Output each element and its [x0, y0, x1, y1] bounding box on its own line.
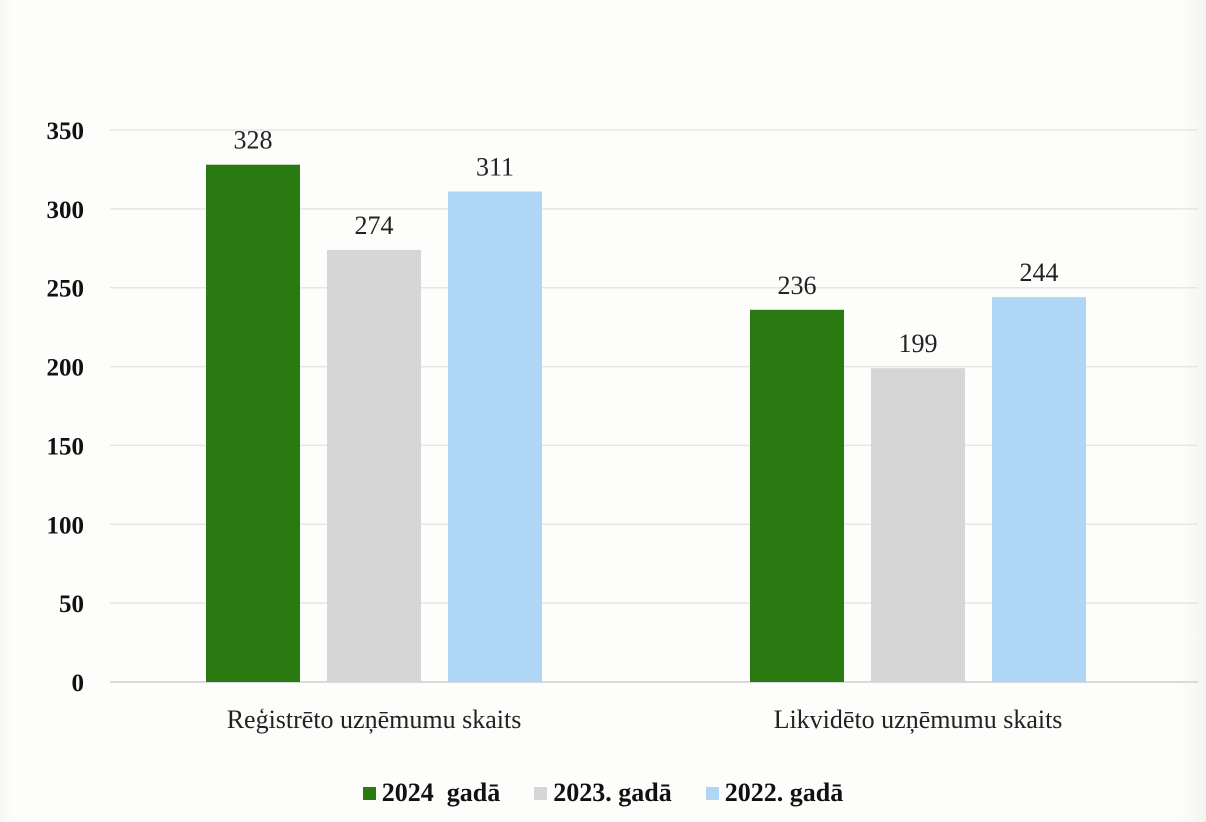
legend-item: 2023. gadā — [534, 778, 672, 808]
y-tick-label: 350 — [47, 118, 85, 145]
y-tick-label: 200 — [47, 355, 85, 382]
data-label: 328 — [234, 126, 273, 155]
legend-swatch — [362, 786, 376, 800]
bar — [750, 309, 844, 682]
data-label: 311 — [476, 153, 514, 182]
legend-item: 2022. gadā — [705, 778, 844, 808]
data-labels: 328 274 311 236 199 244 — [234, 126, 1059, 358]
bar — [206, 164, 300, 682]
bar — [871, 368, 965, 682]
y-tick-label: 100 — [47, 512, 85, 539]
x-axis: Reģistrēto uzņēmumu skaits Likvidēto uzņē… — [227, 705, 1063, 734]
legend-swatch — [705, 786, 719, 800]
legend-item: 2024 gadā — [362, 778, 501, 808]
data-label: 236 — [778, 271, 817, 300]
bar — [448, 191, 542, 682]
data-label: 244 — [1020, 258, 1059, 287]
legend-label: 2023. gadā — [553, 778, 672, 807]
bar — [327, 249, 421, 682]
x-category-label: Likvidēto uzņēmumu skaits — [774, 705, 1063, 734]
bars — [206, 164, 1086, 682]
legend-label: 2024 gadā — [381, 778, 501, 807]
y-tick-label: 150 — [47, 433, 85, 460]
legend: 2024 gadā 2023. gadā 2022. gadā — [0, 778, 1206, 808]
y-tick-label: 0 — [72, 670, 85, 697]
y-axis: 0 50 100 150 200 250 300 350 — [47, 118, 85, 697]
data-label: 199 — [899, 329, 938, 358]
y-tick-label: 50 — [59, 591, 84, 618]
data-label: 274 — [355, 211, 394, 240]
y-tick-label: 250 — [47, 276, 85, 303]
y-tick-label: 300 — [47, 197, 85, 224]
legend-swatch — [534, 786, 548, 800]
bar — [992, 297, 1086, 682]
legend-label: 2022. gadā — [724, 778, 844, 807]
bar-chart: 0 50 100 150 200 250 300 350 328 274 311 236 199 244… — [47, 118, 1198, 734]
x-category-label: Reģistrēto uzņēmumu skaits — [227, 705, 522, 734]
